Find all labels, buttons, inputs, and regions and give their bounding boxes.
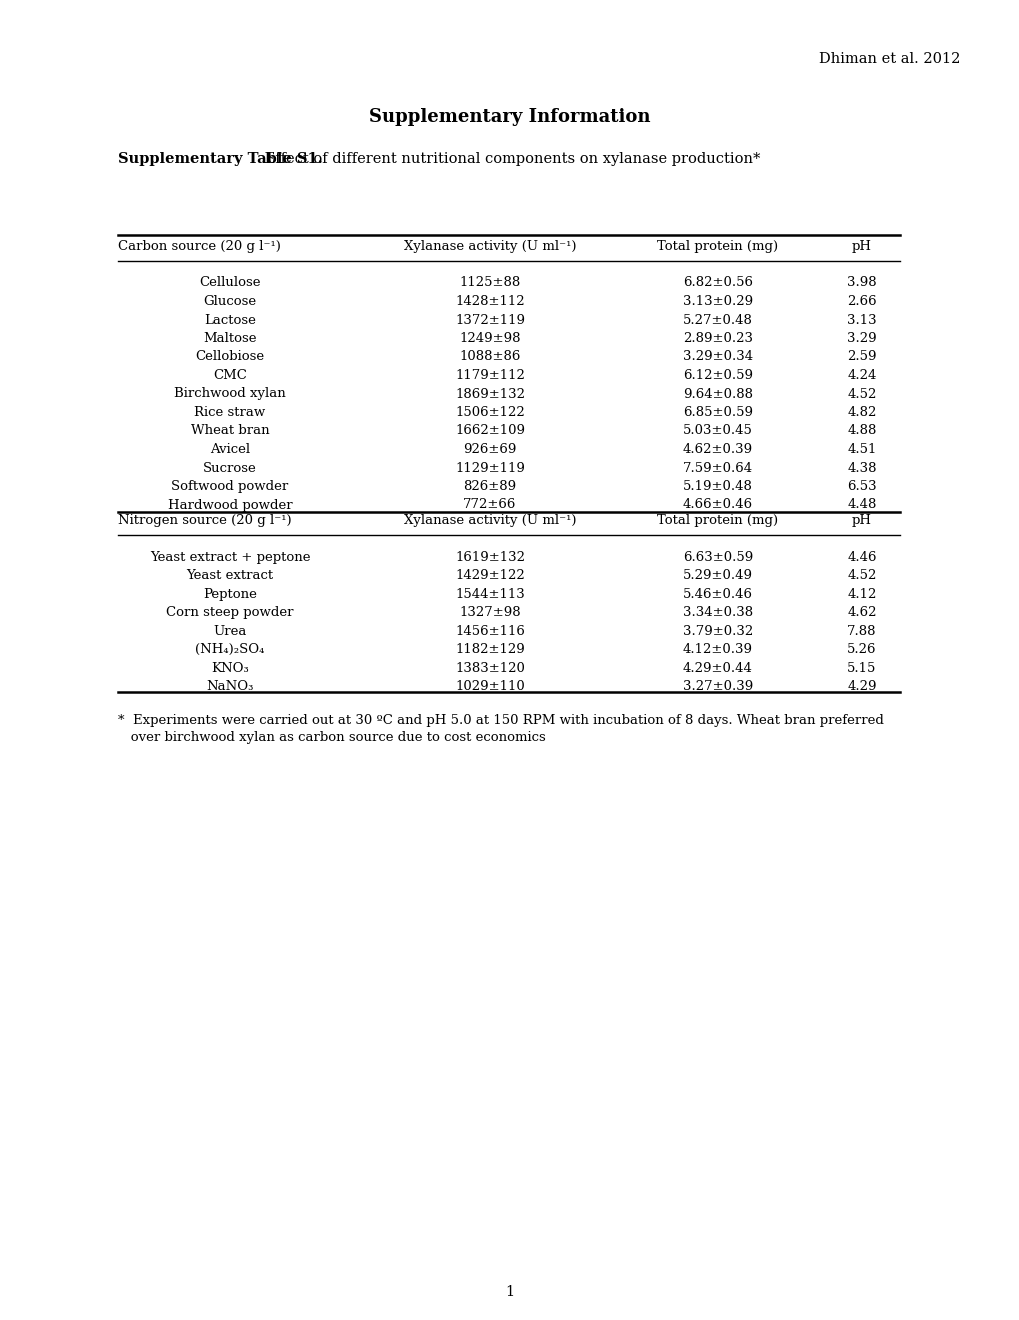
Text: 1428±112: 1428±112 bbox=[454, 294, 525, 308]
Text: CMC: CMC bbox=[213, 370, 247, 381]
Text: 4.48: 4.48 bbox=[847, 499, 875, 511]
Text: (NH₄)₂SO₄: (NH₄)₂SO₄ bbox=[195, 643, 264, 656]
Text: 5.46±0.46: 5.46±0.46 bbox=[683, 587, 752, 601]
Text: 4.88: 4.88 bbox=[847, 425, 875, 437]
Text: Birchwood xylan: Birchwood xylan bbox=[174, 388, 285, 400]
Text: 1372±119: 1372±119 bbox=[454, 314, 525, 326]
Text: 4.51: 4.51 bbox=[847, 444, 875, 455]
Text: 1869±132: 1869±132 bbox=[454, 388, 525, 400]
Text: Effect of different nutritional components on xylanase production*: Effect of different nutritional componen… bbox=[260, 152, 759, 166]
Text: 4.38: 4.38 bbox=[847, 462, 876, 474]
Text: 3.79±0.32: 3.79±0.32 bbox=[682, 624, 752, 638]
Text: Total protein (mg): Total protein (mg) bbox=[657, 513, 777, 527]
Text: Xylanase activity (U ml⁻¹): Xylanase activity (U ml⁻¹) bbox=[404, 513, 576, 527]
Text: *  Experiments were carried out at 30 ºC and pH 5.0 at 150 RPM with incubation o: * Experiments were carried out at 30 ºC … bbox=[118, 714, 883, 727]
Text: 5.29±0.49: 5.29±0.49 bbox=[683, 569, 752, 582]
Text: 1: 1 bbox=[505, 1284, 514, 1299]
Text: Supplementary Information: Supplementary Information bbox=[369, 108, 650, 125]
Text: Dhiman et al. 2012: Dhiman et al. 2012 bbox=[818, 51, 959, 66]
Text: 4.29±0.44: 4.29±0.44 bbox=[683, 661, 752, 675]
Text: 1327±98: 1327±98 bbox=[459, 606, 521, 619]
Text: 1506±122: 1506±122 bbox=[454, 407, 525, 418]
Text: Maltose: Maltose bbox=[203, 333, 257, 345]
Text: 7.59±0.64: 7.59±0.64 bbox=[683, 462, 752, 474]
Text: 1182±129: 1182±129 bbox=[454, 643, 525, 656]
Text: 4.52: 4.52 bbox=[847, 569, 875, 582]
Text: Total protein (mg): Total protein (mg) bbox=[657, 240, 777, 253]
Text: 3.27±0.39: 3.27±0.39 bbox=[682, 680, 752, 693]
Text: Rice straw: Rice straw bbox=[195, 407, 265, 418]
Text: 4.24: 4.24 bbox=[847, 370, 875, 381]
Text: 5.26: 5.26 bbox=[847, 643, 876, 656]
Text: 6.63±0.59: 6.63±0.59 bbox=[682, 550, 752, 564]
Text: 6.53: 6.53 bbox=[847, 480, 876, 492]
Text: 2.66: 2.66 bbox=[847, 294, 876, 308]
Text: 1429±122: 1429±122 bbox=[454, 569, 525, 582]
Text: pH: pH bbox=[851, 240, 871, 253]
Text: 4.52: 4.52 bbox=[847, 388, 875, 400]
Text: 3.13±0.29: 3.13±0.29 bbox=[683, 294, 752, 308]
Text: KNO₃: KNO₃ bbox=[211, 661, 249, 675]
Text: 1088±86: 1088±86 bbox=[459, 351, 520, 363]
Text: Lactose: Lactose bbox=[204, 314, 256, 326]
Text: 6.12±0.59: 6.12±0.59 bbox=[683, 370, 752, 381]
Text: 826±89: 826±89 bbox=[463, 480, 516, 492]
Text: 4.29: 4.29 bbox=[847, 680, 876, 693]
Text: Sucrose: Sucrose bbox=[203, 462, 257, 474]
Text: 1456±116: 1456±116 bbox=[454, 624, 525, 638]
Text: Avicel: Avicel bbox=[210, 444, 250, 455]
Text: 3.29±0.34: 3.29±0.34 bbox=[683, 351, 752, 363]
Text: 1249±98: 1249±98 bbox=[459, 333, 521, 345]
Text: over birchwood xylan as carbon source due to cost economics: over birchwood xylan as carbon source du… bbox=[118, 731, 545, 744]
Text: 5.15: 5.15 bbox=[847, 661, 875, 675]
Text: 4.12±0.39: 4.12±0.39 bbox=[683, 643, 752, 656]
Text: Hardwood powder: Hardwood powder bbox=[167, 499, 292, 511]
Text: 4.62: 4.62 bbox=[847, 606, 876, 619]
Text: NaNO₃: NaNO₃ bbox=[206, 680, 254, 693]
Text: 1029±110: 1029±110 bbox=[454, 680, 525, 693]
Text: 1662±109: 1662±109 bbox=[454, 425, 525, 437]
Text: 1179±112: 1179±112 bbox=[454, 370, 525, 381]
Text: Cellobiose: Cellobiose bbox=[196, 351, 264, 363]
Text: 6.85±0.59: 6.85±0.59 bbox=[683, 407, 752, 418]
Text: 1129±119: 1129±119 bbox=[454, 462, 525, 474]
Text: Cellulose: Cellulose bbox=[199, 276, 261, 289]
Text: Yeast extract: Yeast extract bbox=[186, 569, 273, 582]
Text: 1125±88: 1125±88 bbox=[459, 276, 520, 289]
Text: 5.27±0.48: 5.27±0.48 bbox=[683, 314, 752, 326]
Text: 4.12: 4.12 bbox=[847, 587, 875, 601]
Text: Supplementary Table S1.: Supplementary Table S1. bbox=[118, 152, 322, 166]
Text: 4.66±0.46: 4.66±0.46 bbox=[683, 499, 752, 511]
Text: Carbon source (20 g l⁻¹): Carbon source (20 g l⁻¹) bbox=[118, 240, 280, 253]
Text: 5.03±0.45: 5.03±0.45 bbox=[683, 425, 752, 437]
Text: Xylanase activity (U ml⁻¹): Xylanase activity (U ml⁻¹) bbox=[404, 240, 576, 253]
Text: 5.19±0.48: 5.19±0.48 bbox=[683, 480, 752, 492]
Text: 1383±120: 1383±120 bbox=[454, 661, 525, 675]
Text: 772±66: 772±66 bbox=[463, 499, 517, 511]
Text: 3.13: 3.13 bbox=[847, 314, 876, 326]
Text: 2.59: 2.59 bbox=[847, 351, 876, 363]
Text: 1544±113: 1544±113 bbox=[454, 587, 525, 601]
Text: 3.29: 3.29 bbox=[847, 333, 876, 345]
Text: 2.89±0.23: 2.89±0.23 bbox=[683, 333, 752, 345]
Text: Peptone: Peptone bbox=[203, 587, 257, 601]
Text: 4.62±0.39: 4.62±0.39 bbox=[683, 444, 752, 455]
Text: Nitrogen source (20 g l⁻¹): Nitrogen source (20 g l⁻¹) bbox=[118, 513, 291, 527]
Text: Yeast extract + peptone: Yeast extract + peptone bbox=[150, 550, 310, 564]
Text: 1619±132: 1619±132 bbox=[454, 550, 525, 564]
Text: Softwood powder: Softwood powder bbox=[171, 480, 288, 492]
Text: 7.88: 7.88 bbox=[847, 624, 876, 638]
Text: 3.34±0.38: 3.34±0.38 bbox=[683, 606, 752, 619]
Text: 9.64±0.88: 9.64±0.88 bbox=[683, 388, 752, 400]
Text: Urea: Urea bbox=[213, 624, 247, 638]
Text: Wheat bran: Wheat bran bbox=[191, 425, 269, 437]
Text: 4.82: 4.82 bbox=[847, 407, 875, 418]
Text: pH: pH bbox=[851, 513, 871, 527]
Text: 3.98: 3.98 bbox=[847, 276, 876, 289]
Text: 926±69: 926±69 bbox=[463, 444, 517, 455]
Text: Glucose: Glucose bbox=[203, 294, 257, 308]
Text: 4.46: 4.46 bbox=[847, 550, 876, 564]
Text: 6.82±0.56: 6.82±0.56 bbox=[683, 276, 752, 289]
Text: Corn steep powder: Corn steep powder bbox=[166, 606, 293, 619]
